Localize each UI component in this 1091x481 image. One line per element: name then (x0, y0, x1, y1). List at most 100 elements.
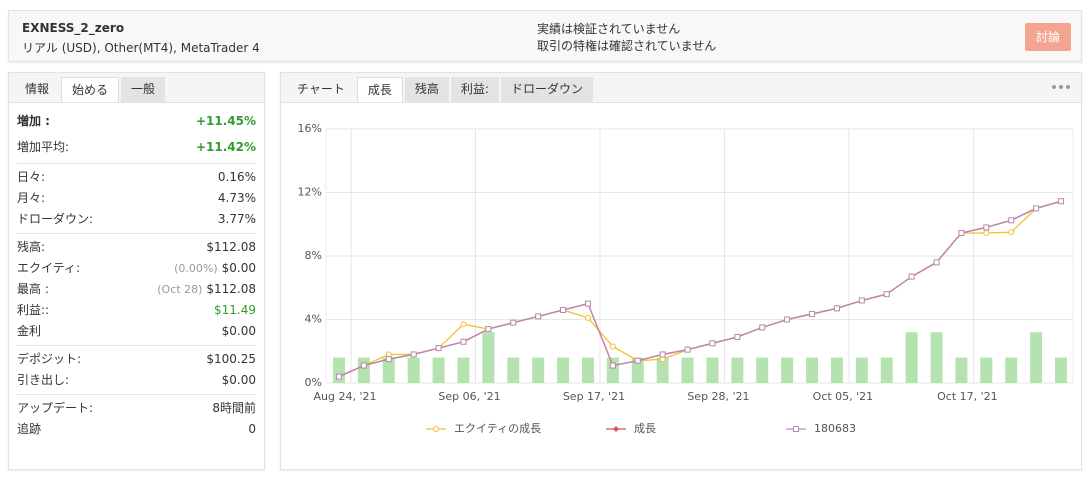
stat-value-wrap: (0.00%) $0.00 (174, 258, 256, 279)
volume-bar (631, 357, 644, 383)
volume-bar (432, 357, 445, 383)
stat-value-wrap: +11.42% (196, 134, 256, 160)
point (1008, 217, 1015, 224)
stat-value-wrap: 0 (248, 419, 256, 440)
stat-label: エクイティ: (17, 261, 81, 275)
stat-value-wrap: 8時間前 (212, 398, 256, 419)
stat-label: 月々: (17, 191, 46, 205)
stats-group: 残高: $112.08 エクイティ: (0.00%) $0.00 最高 : (Oct 28)… (17, 234, 256, 346)
stats-row: 増加 : +11.45% (17, 108, 256, 134)
stat-value: 3.77% (217, 212, 256, 226)
point (734, 333, 741, 340)
stat-value: 0 (248, 422, 256, 436)
point (510, 319, 517, 326)
volume-bar (407, 357, 420, 383)
tab[interactable]: 始める (61, 77, 120, 102)
volume-bar (581, 357, 594, 383)
point (460, 338, 467, 345)
legend-label[interactable]: 180683 (814, 422, 856, 435)
stats-row: エクイティ: (0.00%) $0.00 (17, 258, 256, 279)
stat-value: $0.00 (221, 261, 256, 275)
volume-bar (781, 357, 794, 383)
point (983, 224, 990, 231)
volume-bar (830, 357, 843, 383)
legend-label[interactable]: 成長 (634, 422, 656, 435)
y-tick-label: 8% (305, 249, 322, 262)
warnings: 実績は検証されていません 取引の特権は確認されていません (534, 20, 720, 54)
point (958, 229, 965, 236)
point (1033, 205, 1040, 212)
point (435, 345, 442, 352)
stats-row: 追跡 0 (17, 419, 256, 440)
point (784, 316, 791, 323)
stats-row: デポジット: $100.25 (17, 349, 256, 370)
volume-bar (606, 357, 619, 383)
point (584, 300, 591, 307)
volume-bar (382, 357, 395, 383)
point (360, 362, 367, 369)
point (560, 306, 567, 313)
more-menu[interactable] (1051, 83, 1071, 91)
stat-label: 引き出し: (17, 373, 70, 387)
stat-value-wrap: 0.16% (218, 167, 256, 188)
point (883, 291, 890, 298)
x-tick-label: Sep 28, '21 (687, 390, 749, 403)
y-tick-label: 12% (298, 186, 322, 199)
x-tick-label: Aug 24, '21 (314, 390, 377, 403)
stat-value: $0.00 (221, 324, 256, 338)
point (759, 324, 766, 331)
point (1058, 198, 1064, 205)
stat-value-wrap: 3.77% (218, 209, 256, 230)
account-subtitle: リアル (USD), Other(MT4), MetaTrader 4 (22, 41, 260, 55)
discuss-button[interactable]: 討論 (1025, 23, 1071, 51)
tab[interactable]: 利益: (450, 77, 499, 102)
stat-label: ドローダウン: (17, 212, 94, 226)
stat-label: 最高 : (17, 282, 49, 296)
stat-note: (0.00%) (174, 262, 218, 275)
stats-group: 増加 : +11.45% 増加平均: +11.42% (17, 105, 256, 164)
series-line (338, 200, 1062, 378)
volume-bar (855, 357, 868, 383)
tab[interactable]: チャート (297, 82, 345, 96)
legend-marker (613, 426, 619, 432)
stat-value-wrap: $11.49 (214, 300, 256, 321)
point (659, 356, 666, 363)
volume-bar (930, 332, 943, 383)
warning: 実績は検証されていません (534, 20, 720, 37)
point (659, 351, 666, 358)
warning: 取引の特権は確認されていません (534, 37, 720, 54)
y-tick-label: 16% (298, 122, 322, 135)
y-tick-label: 0% (305, 376, 322, 389)
legend-label[interactable]: エクイティの成長 (454, 422, 541, 435)
tab[interactable]: 情報 (25, 82, 50, 96)
tab[interactable]: 一般 (121, 77, 166, 102)
volume-bar (681, 357, 694, 383)
point (933, 259, 940, 266)
point (485, 326, 492, 333)
stat-label: 日々: (17, 170, 46, 184)
volume-bar (1055, 357, 1067, 383)
stat-label: 追跡 (17, 422, 42, 436)
stats-group: デポジット: $100.25 引き出し: $0.00 (17, 346, 256, 395)
tab[interactable]: 成長 (356, 77, 403, 102)
tab[interactable]: ドローダウン (500, 77, 593, 102)
point (709, 340, 716, 347)
point (908, 273, 915, 280)
legend-marker (433, 426, 439, 432)
stat-value-wrap: $0.00 (222, 370, 256, 391)
stat-value: 8時間前 (212, 401, 256, 415)
stat-label: 増加平均: (17, 140, 70, 154)
stat-label: アップデート: (17, 401, 94, 415)
stat-label: 増加 : (17, 114, 50, 128)
point (634, 357, 641, 364)
stat-value-wrap: $112.08 (206, 237, 256, 258)
stats-row: アップデート: 8時間前 (17, 398, 256, 419)
tab[interactable]: 残高 (404, 77, 449, 102)
point (410, 351, 417, 358)
stats-row: 引き出し: $0.00 (17, 370, 256, 391)
volume-bar (482, 332, 495, 383)
volume-bar (1030, 332, 1043, 383)
stats-row: ドローダウン: 3.77% (17, 209, 256, 230)
stat-value: $0.00 (221, 373, 256, 387)
